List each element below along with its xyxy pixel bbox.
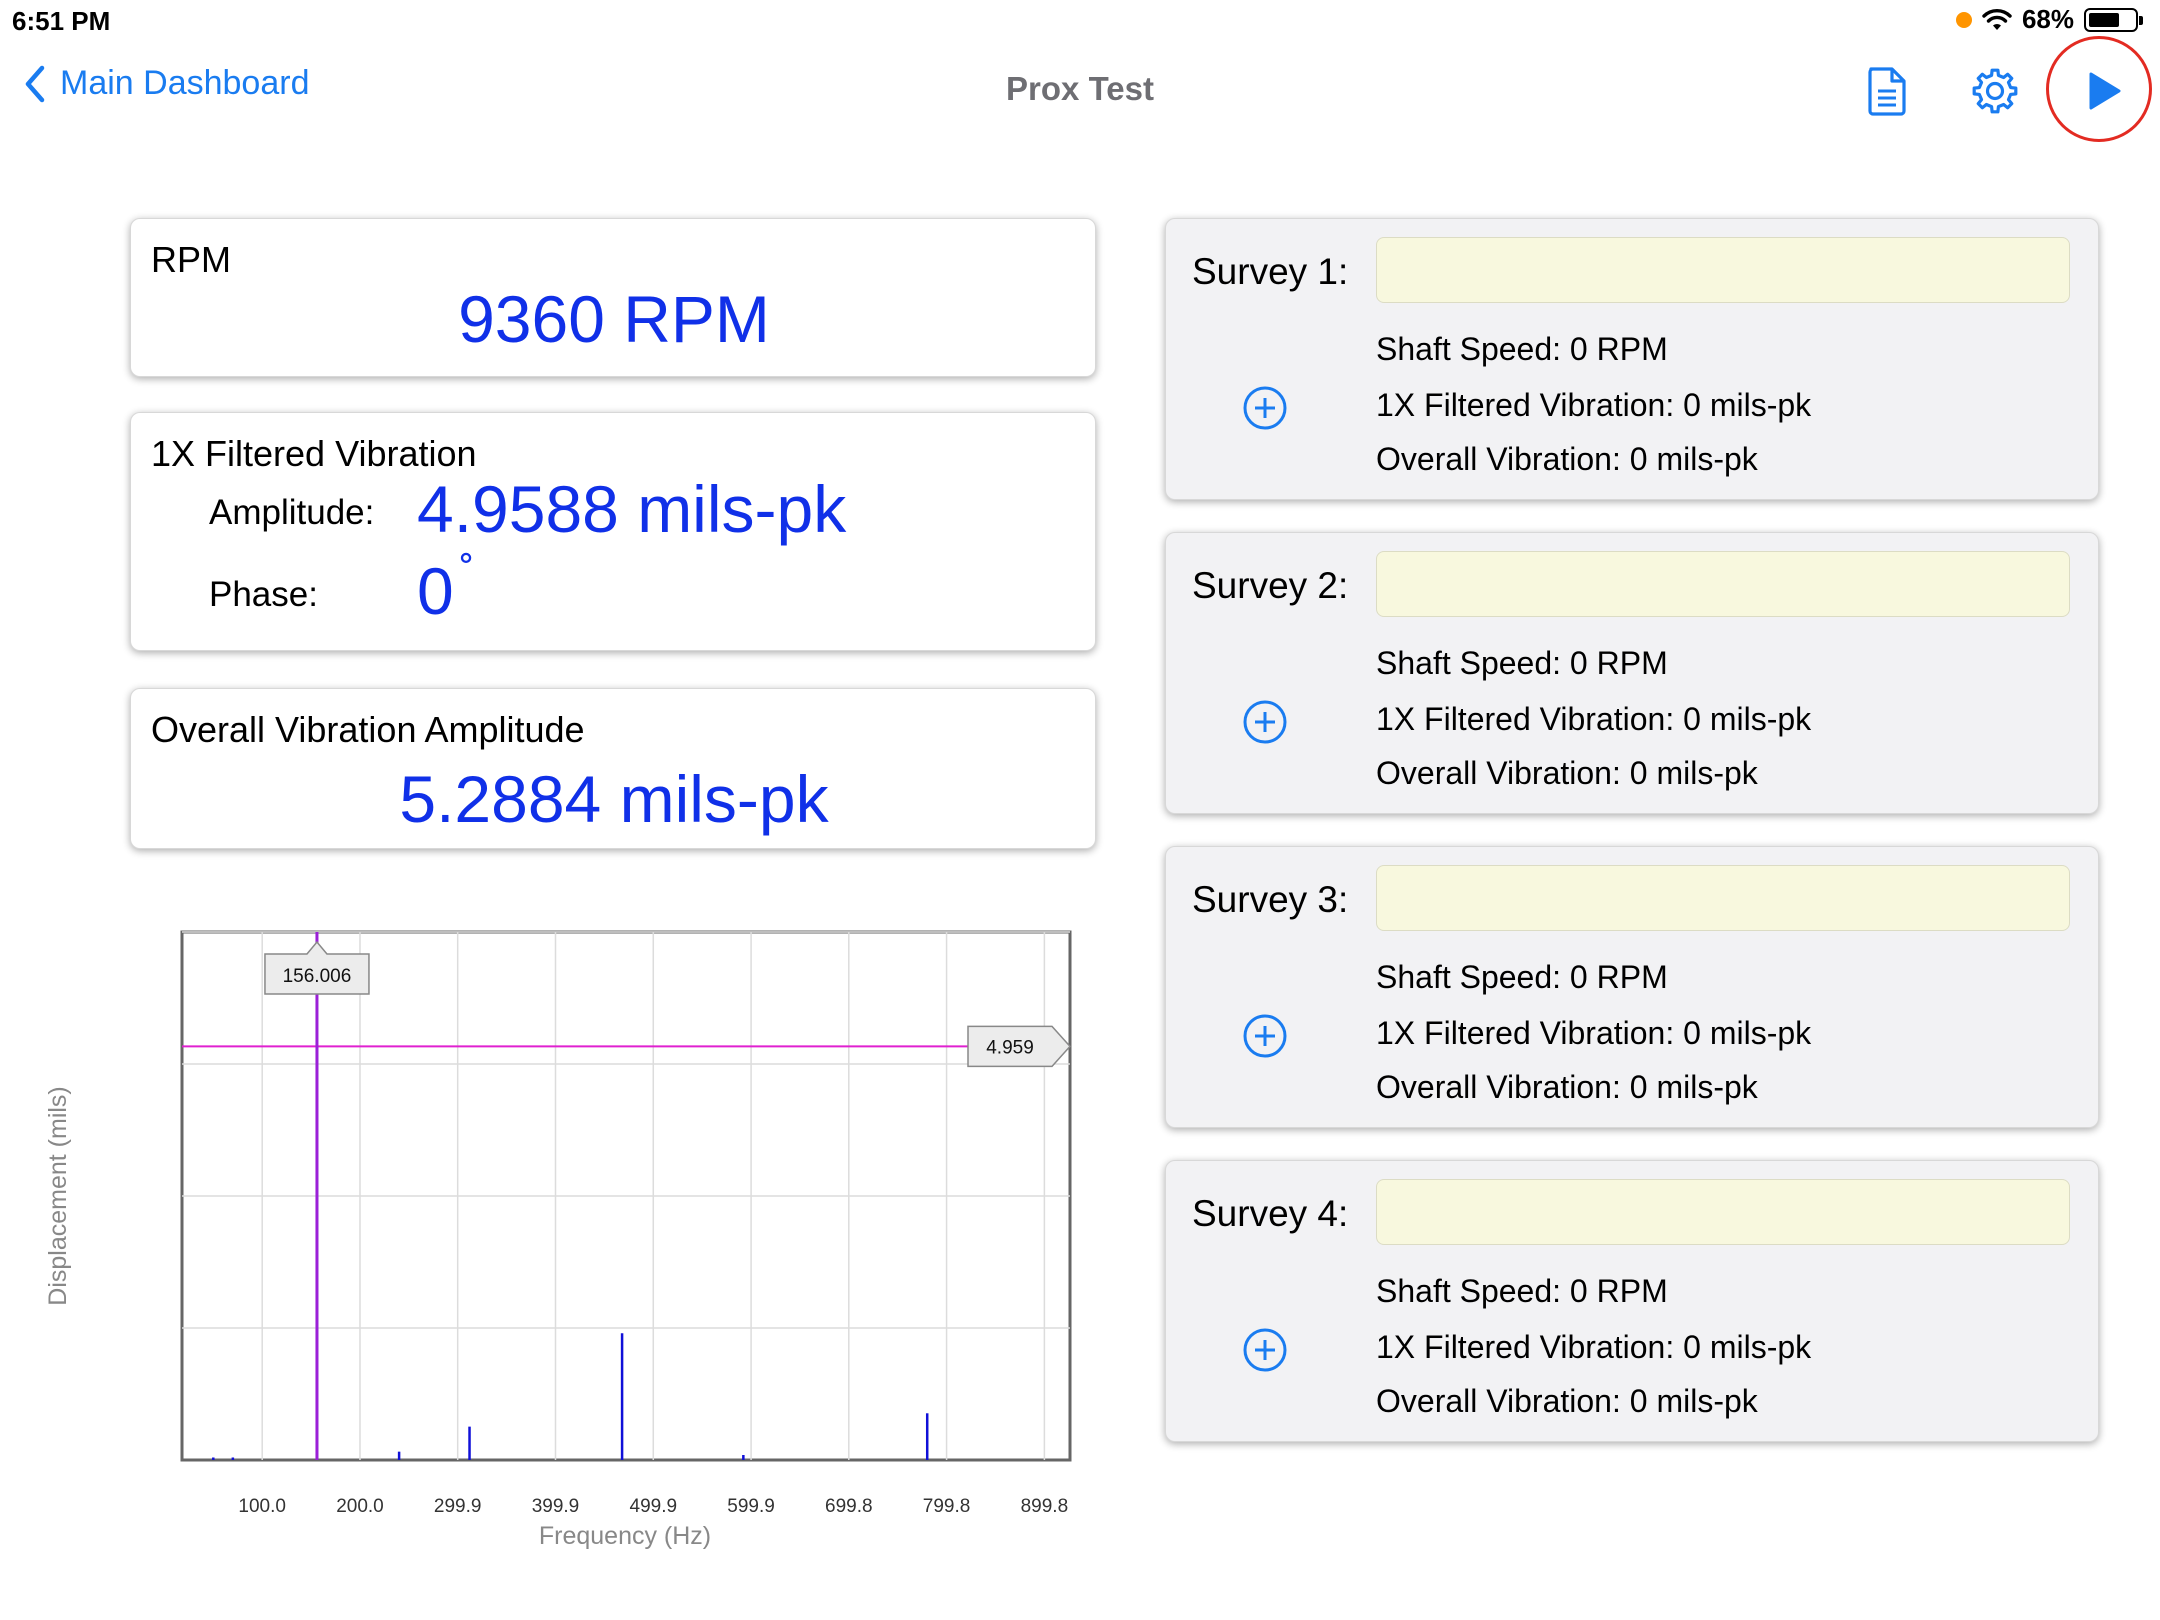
add-survey-button[interactable] [1242, 1327, 1288, 1378]
survey-filtered-vibration: 1X Filtered Vibration: 0 mils-pk [1376, 1015, 1812, 1051]
spectrum-chart: 156.006 4.959 100.0 200.0 299.9 399.9 499.9 59… [44, 930, 1072, 1550]
y-axis-title: Displacement (mils) [44, 1086, 72, 1305]
rpm-card: RPM 9360 RPM [130, 218, 1096, 377]
filtered-vibration-label: 1X Filtered Vibration [151, 433, 477, 474]
amplitude-cursor-value: 4.959 [986, 1037, 1034, 1058]
settings-button[interactable] [1970, 66, 2020, 121]
x-tick-label: 899.8 [1021, 1496, 1069, 1517]
survey-card-1: Survey 1: Shaft Speed: 0 RPM 1X Filtered… [1165, 218, 2099, 500]
x-tick-label: 299.9 [434, 1496, 482, 1517]
status-time: 6:51 PM [12, 6, 111, 36]
privacy-indicator-icon [1955, 11, 1972, 28]
survey-overall-vibration: Overall Vibration: 0 mils-pk [1376, 755, 1758, 791]
overall-vibration-card: Overall Vibration Amplitude 5.2884 mils-… [130, 688, 1096, 849]
survey-filtered-vibration: 1X Filtered Vibration: 0 mils-pk [1376, 387, 1812, 423]
rpm-value: 9360 RPM [458, 282, 770, 356]
survey-overall-vibration: Overall Vibration: 0 mils-pk [1376, 1383, 1758, 1419]
x-axis-title: Frequency (Hz) [539, 1522, 711, 1550]
plus-circle-icon [1243, 700, 1287, 744]
page-title: Prox Test [1006, 70, 1154, 107]
survey-title: Survey 1: [1192, 251, 1349, 292]
survey-shaft-speed: Shaft Speed: 0 RPM [1376, 1273, 1668, 1309]
x-tick-label: 799.8 [923, 1496, 971, 1517]
plus-circle-icon [1243, 386, 1287, 430]
phase-degree-unit: ˚ [459, 549, 475, 598]
survey-card-3: Survey 3: Shaft Speed: 0 RPM 1X Filtered… [1165, 846, 2099, 1128]
phase-label: Phase: [209, 575, 318, 614]
battery-percent: 68% [2021, 4, 2074, 34]
amplitude-cursor-label[interactable]: 4.959 [967, 1025, 1072, 1068]
add-survey-button[interactable] [1242, 385, 1288, 436]
survey-filtered-vibration: 1X Filtered Vibration: 0 mils-pk [1376, 1329, 1812, 1365]
survey-card-2: Survey 2: Shaft Speed: 0 RPM 1X Filtered… [1165, 532, 2099, 814]
phase-value: 0 ˚ [417, 549, 474, 629]
x-tick-label: 599.9 [727, 1496, 775, 1517]
plus-circle-icon [1243, 1328, 1287, 1372]
survey-title: Survey 4: [1192, 1193, 1349, 1234]
survey-name-input[interactable] [1376, 1179, 2070, 1245]
back-button-label: Main Dashboard [60, 64, 310, 102]
amplitude-label: Amplitude: [209, 493, 375, 532]
plus-circle-icon [1243, 1014, 1287, 1058]
survey-name-input[interactable] [1376, 237, 2070, 303]
play-icon [2089, 72, 2121, 110]
filtered-vibration-card: 1X Filtered Vibration Amplitude: 4.9588 … [130, 412, 1096, 651]
status-indicators: 68% [1955, 4, 2143, 35]
document-icon [1868, 67, 1906, 116]
wifi-icon [1982, 8, 2012, 30]
x-tick-label: 399.9 [532, 1496, 580, 1517]
add-survey-button[interactable] [1242, 699, 1288, 750]
back-button[interactable]: Main Dashboard [24, 64, 309, 103]
overall-vibration-label: Overall Vibration Amplitude [151, 709, 585, 750]
frequency-cursor-value: 156.006 [283, 966, 352, 987]
survey-name-input[interactable] [1376, 865, 2070, 931]
x-tick-label: 499.9 [630, 1496, 678, 1517]
report-button[interactable] [1866, 66, 1908, 121]
survey-shaft-speed: Shaft Speed: 0 RPM [1376, 645, 1668, 681]
survey-title: Survey 2: [1192, 565, 1349, 606]
survey-filtered-vibration: 1X Filtered Vibration: 0 mils-pk [1376, 701, 1812, 737]
rpm-label: RPM [151, 239, 231, 280]
survey-name-input[interactable] [1376, 551, 2070, 617]
survey-overall-vibration: Overall Vibration: 0 mils-pk [1376, 441, 1758, 477]
overall-vibration-value: 5.2884 mils-pk [399, 762, 829, 836]
x-tick-label: 100.0 [238, 1496, 286, 1517]
amplitude-value: 4.9588 mils-pk [417, 472, 847, 546]
start-button[interactable] [2046, 36, 2152, 142]
survey-shaft-speed: Shaft Speed: 0 RPM [1376, 331, 1668, 367]
x-tick-label: 200.0 [336, 1496, 384, 1517]
add-survey-button[interactable] [1242, 1013, 1288, 1064]
battery-icon [2084, 7, 2143, 32]
survey-card-4: Survey 4: Shaft Speed: 0 RPM 1X Filtered… [1165, 1160, 2099, 1442]
x-tick-label: 699.8 [825, 1496, 873, 1517]
gear-icon [1972, 68, 2018, 114]
frequency-cursor-label[interactable]: 156.006 [264, 940, 370, 995]
survey-overall-vibration: Overall Vibration: 0 mils-pk [1376, 1069, 1758, 1105]
survey-title: Survey 3: [1192, 879, 1349, 920]
back-chevron-icon [25, 65, 45, 102]
phase-number: 0 [417, 554, 454, 628]
survey-shaft-speed: Shaft Speed: 0 RPM [1376, 959, 1668, 995]
